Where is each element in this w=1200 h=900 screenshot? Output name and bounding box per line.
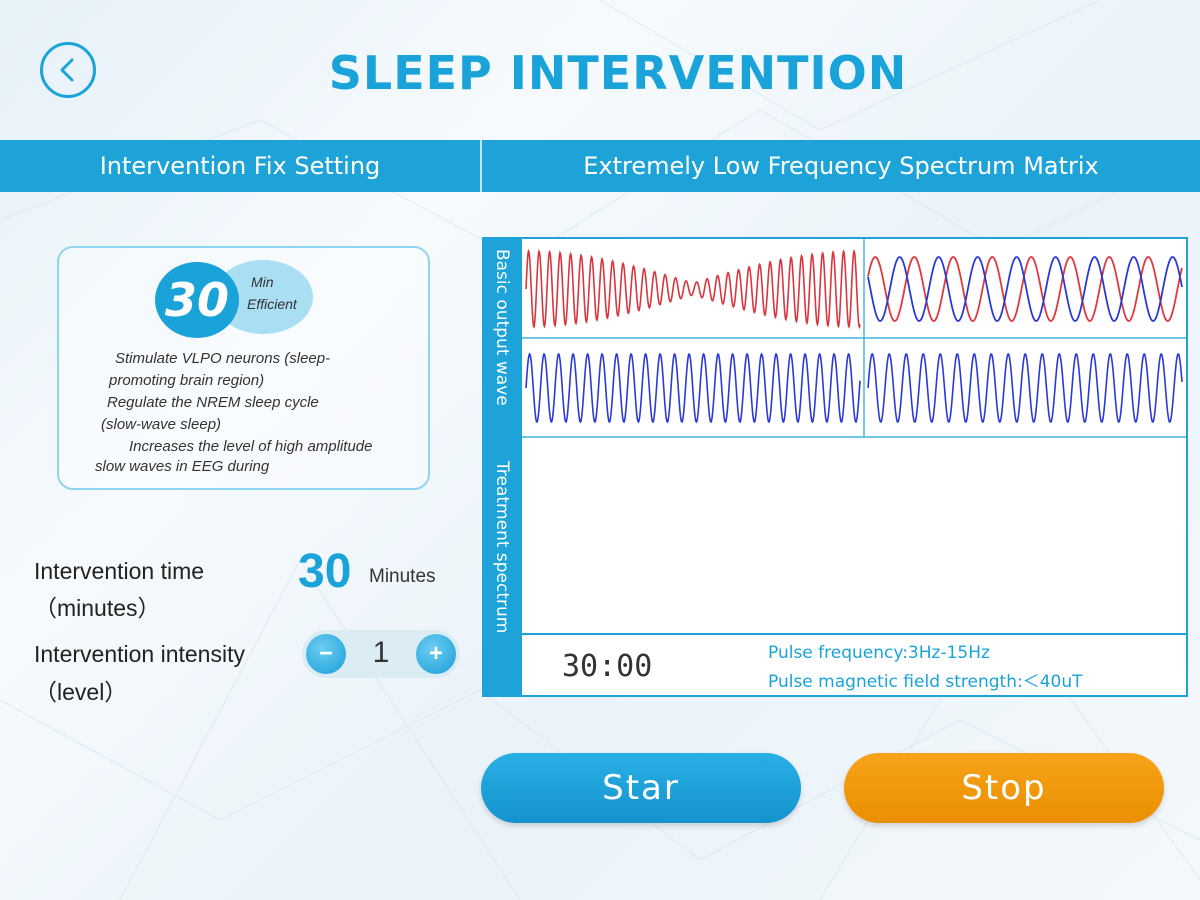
pulse-frequency: Pulse frequency:3Hz-15Hz: [768, 643, 990, 663]
intensity-stepper: − 1 +: [302, 630, 460, 678]
stop-button[interactable]: Stop: [844, 753, 1164, 823]
intensity-value: 1: [372, 636, 390, 669]
badge-unit: Min: [251, 274, 274, 290]
intensity-label-unit: （level）: [34, 679, 128, 705]
decrease-intensity-button[interactable]: −: [306, 634, 346, 674]
time-value: 30: [298, 545, 352, 598]
card-line: Increases the level of high amplitude: [129, 438, 373, 455]
increase-intensity-button[interactable]: +: [416, 634, 456, 674]
blue-phase-wave: [867, 256, 1183, 322]
efficacy-card: 30 Min Efficient Stimulate VLPO neurons …: [57, 246, 430, 490]
status-row: 30:00 Pulse frequency:3Hz-15Hz Pulse mag…: [522, 633, 1186, 695]
spectrum-matrix-panel: Basic output wave Treatment spectrum 30:…: [482, 237, 1188, 697]
treatment-spectrum-label: Treatment spectrum: [492, 461, 512, 634]
card-line: promoting brain region): [109, 372, 265, 389]
time-label-unit: （minutes）: [34, 595, 161, 621]
section-title-spectrum: Extremely Low Frequency Spectrum Matrix: [583, 152, 1099, 180]
section-title-settings: Intervention Fix Setting: [0, 140, 482, 192]
card-line: Stimulate VLPO neurons (sleep-: [115, 350, 331, 367]
badge-caption: Efficient: [247, 296, 297, 312]
pulse-field-strength: Pulse magnetic field strength:＜40uT: [768, 672, 1083, 692]
wave-display: [522, 239, 1186, 438]
countdown-timer: 30:00: [562, 649, 653, 684]
modulated-red-wave: [525, 248, 861, 330]
card-line: slow waves in EEG during: [95, 458, 270, 475]
page-title: SLEEP INTERVENTION: [328, 46, 908, 100]
red-phase-wave: [867, 256, 1183, 322]
card-line: Regulate the NREM sleep cycle: [107, 394, 319, 411]
blue-sine-wave-right: [867, 353, 1183, 423]
chevron-left-icon: [60, 58, 74, 82]
efficiency-badge: 30 Min Efficient: [155, 260, 315, 340]
start-button[interactable]: Star: [481, 753, 801, 823]
basic-output-wave-label: Basic output wave: [492, 249, 512, 406]
back-button[interactable]: [40, 42, 96, 98]
time-unit: Minutes: [369, 566, 436, 587]
blue-sine-wave-left: [525, 352, 861, 424]
intensity-label: Intervention intensity: [34, 641, 245, 667]
card-line: (slow-wave sleep): [101, 416, 222, 433]
time-label: Intervention time: [34, 558, 205, 584]
badge-number: 30: [155, 262, 239, 338]
spectrum-side-strip: Basic output wave Treatment spectrum: [484, 239, 522, 695]
section-header-bar: Intervention Fix Setting Extremely Low F…: [0, 140, 1200, 192]
